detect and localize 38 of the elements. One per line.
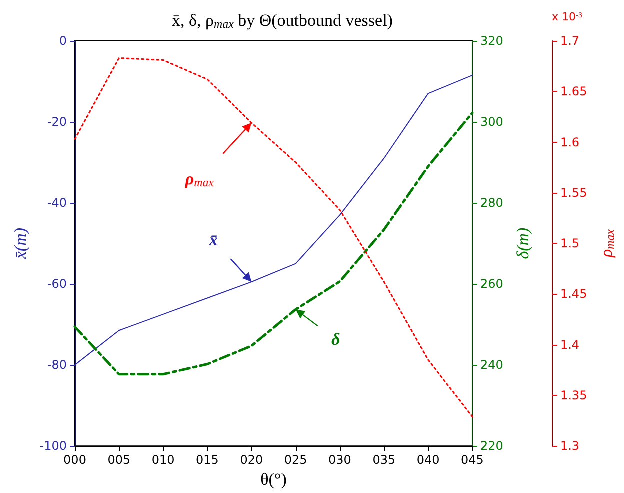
x-tick-label: 035 <box>372 453 396 468</box>
y-axis-title: x̄(m) <box>10 228 30 260</box>
x-tick-label: 045 <box>461 453 484 468</box>
y-tick-label: 0 <box>59 34 67 48</box>
y2-tick-label: 300 <box>480 115 504 130</box>
y2-tick-label: 280 <box>480 196 504 210</box>
y3-tick-label: 1.65 <box>560 84 588 99</box>
text: x̄ <box>208 230 218 250</box>
y3-tick-label: 1.35 <box>560 388 588 402</box>
y-tick-label: -80 <box>47 358 67 372</box>
x-tick-label: 005 <box>108 453 131 468</box>
y3-tick-label: 1.55 <box>560 186 588 200</box>
y3-tick-label: 1.5 <box>560 236 580 251</box>
x-tick-label: 025 <box>284 453 308 468</box>
y-tick-label: -100 <box>40 439 67 454</box>
y3-tick-label: 1.4 <box>560 338 580 352</box>
y2-axis-title: δ(m) <box>513 227 532 260</box>
y3-tick-label: 1.3 <box>560 439 580 454</box>
x-tick-label: 010 <box>152 453 175 468</box>
y-tick-label: -40 <box>47 196 67 210</box>
y2-tick-label: 320 <box>480 34 504 48</box>
x-tick-label: 030 <box>328 453 352 468</box>
x-tick-label: 040 <box>416 453 440 468</box>
y3-tick-label: 1.6 <box>560 135 580 150</box>
y-tick-label: -60 <box>47 277 67 292</box>
y2-tick-label: 220 <box>480 439 504 454</box>
y3-tick-label: 1.7 <box>560 34 580 48</box>
x-tick-label: 000 <box>64 453 86 468</box>
y-tick-label: -20 <box>47 115 67 130</box>
y2-tick-label: 260 <box>480 277 504 292</box>
y2-tick-label: 240 <box>480 358 504 372</box>
y3-tick-label: 1.45 <box>560 287 588 302</box>
y3-axis-title: ρmax <box>597 228 617 259</box>
line-series <box>74 112 474 376</box>
x-axis-title: θ(°) <box>260 470 287 489</box>
text: δ <box>331 330 340 350</box>
x-tick-label: 020 <box>240 453 264 468</box>
x-tick-label: 015 <box>196 453 219 468</box>
